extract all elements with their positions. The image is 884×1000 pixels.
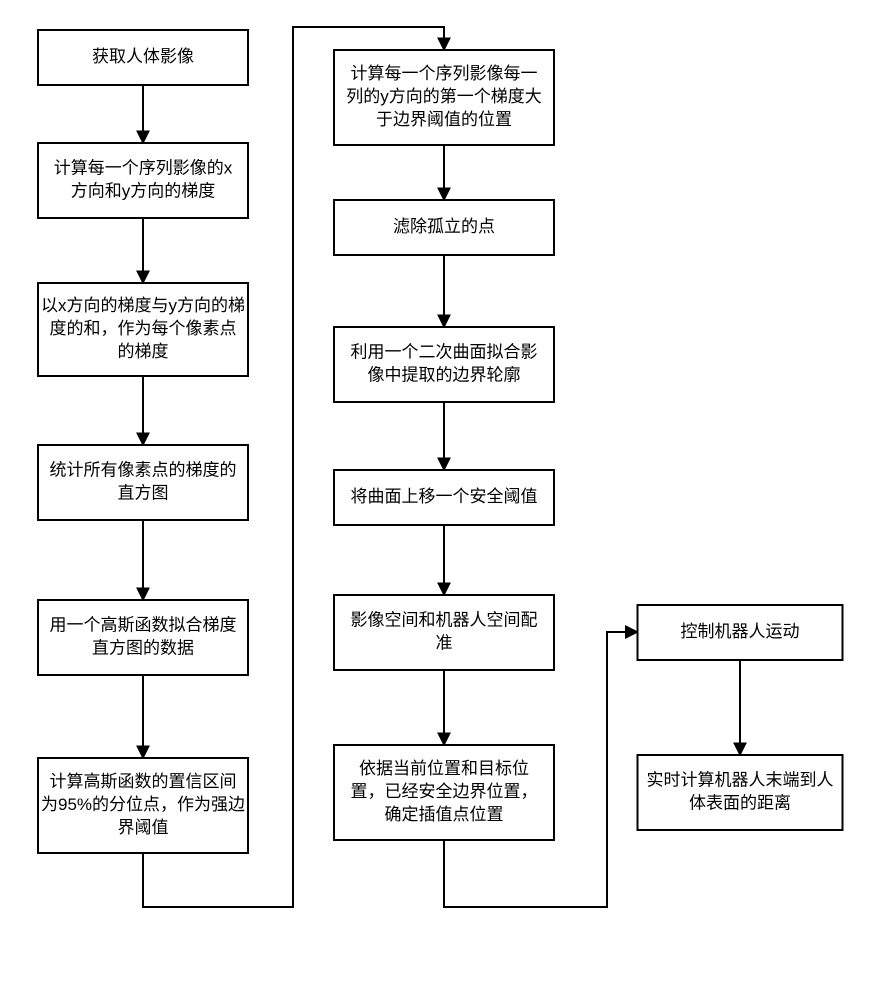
flow-node-label-n7-l0: 计算每一个序列影像每一 — [351, 64, 538, 83]
flow-node-label-n14-l1: 体表面的距离 — [689, 793, 791, 812]
flow-node-label-n6-l1: 为95%的分位点，作为强边 — [41, 795, 245, 814]
flow-node-label-n9-l0: 利用一个二次曲面拟合影 — [351, 343, 538, 362]
flow-node-label-n5-l1: 直方图的数据 — [92, 638, 194, 657]
flow-node-label-n12-l0: 依据当前位置和目标位 — [359, 759, 529, 778]
flow-node-label-n11-l0: 影像空间和机器人空间配 — [351, 611, 538, 630]
flow-node-label-n2-l1: 方向和y方向的梯度 — [71, 181, 216, 200]
flow-node-label-n7-l1: 列的y方向的第一个梯度大 — [346, 87, 542, 106]
flow-node-label-n11-l1: 准 — [436, 633, 453, 652]
flow-node-label-n3-l2: 的梯度 — [118, 342, 169, 361]
flow-node-label-n5-l0: 用一个高斯函数拟合梯度 — [50, 616, 237, 635]
flow-node-label-n4-l1: 直方图 — [118, 483, 169, 502]
flow-node-label-n12-l2: 确定插值点位置 — [385, 805, 504, 824]
flow-node-label-n10-l0: 将曲面上移一个安全阈值 — [351, 487, 538, 506]
flow-node-label-n3-l0: 以x方向的梯度与y方向的梯 — [41, 296, 245, 315]
flow-node-label-n4-l0: 统计所有像素点的梯度的 — [50, 461, 237, 480]
flow-node-label-n13-l0: 控制机器人运动 — [681, 622, 800, 641]
nodes-group: 获取人体影像计算每一个序列影像的x 方向和y方向的梯度以x方向的梯度与y方向的梯度… — [38, 30, 843, 853]
flow-node-label-n3-l1: 度的和，作为每个像素点 — [50, 319, 237, 338]
flow-node-label-n8-l0: 滤除孤立的点 — [393, 217, 495, 236]
flowchart-svg: 获取人体影像计算每一个序列影像的x 方向和y方向的梯度以x方向的梯度与y方向的梯度… — [0, 0, 884, 1000]
flow-node-label-n2-l0: 计算每一个序列影像的x — [54, 159, 233, 178]
flow-node-label-n7-l2: 于边界阈值的位置 — [376, 110, 512, 129]
flow-node-label-n6-l0: 计算高斯函数的置信区间 — [50, 772, 237, 791]
flow-node-label-n1-l0: 获取人体影像 — [92, 47, 194, 66]
flow-node-label-n14-l0: 实时计算机器人末端到人 — [647, 771, 834, 790]
flow-node-label-n9-l1: 像中提取的边界轮廓 — [368, 365, 521, 384]
flow-node-label-n6-l2: 界阈值 — [118, 818, 169, 837]
flow-node-label-n12-l1: 置，已经安全边界位置， — [351, 782, 538, 801]
